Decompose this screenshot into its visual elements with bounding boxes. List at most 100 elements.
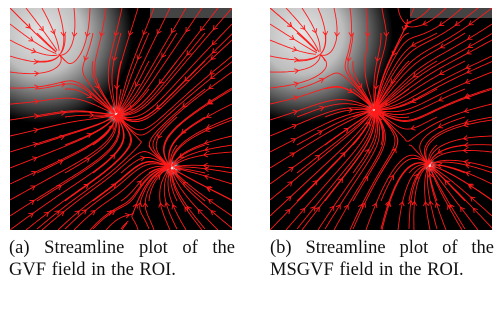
streamline	[296, 111, 375, 230]
streamline-arrow	[285, 208, 291, 215]
streamline	[131, 167, 170, 230]
streamline	[397, 164, 429, 230]
streamline-arrow	[286, 195, 292, 202]
streamline	[296, 72, 374, 109]
streamline	[94, 8, 115, 113]
streamline-arrow	[385, 200, 391, 207]
streamline-arrow	[410, 98, 417, 104]
streamline-arrow	[59, 134, 65, 141]
streamline-arrow	[363, 175, 369, 182]
streamline-arrow	[412, 72, 419, 78]
streamline	[430, 166, 492, 229]
streamline-arrow	[376, 116, 383, 122]
streamline-arrow	[467, 34, 473, 40]
streamline-arrow	[136, 201, 143, 208]
msgvf-streamline-plot	[270, 8, 492, 230]
streamline-arrow	[136, 180, 142, 186]
streamline	[169, 169, 178, 202]
streamline-arrow	[294, 68, 300, 74]
streamline	[270, 107, 373, 137]
streamline	[118, 8, 232, 116]
streamline-arrow	[464, 93, 470, 99]
streamline-arrow	[211, 39, 217, 46]
streamline	[169, 144, 178, 166]
streamline-arrow	[31, 156, 38, 162]
streamline	[117, 55, 232, 131]
streamline-arrow	[84, 157, 91, 163]
streamline	[116, 23, 232, 118]
streamline-arrow	[50, 29, 56, 35]
streamline	[111, 32, 122, 114]
streamline	[73, 165, 171, 230]
streamline-arrow	[161, 52, 167, 59]
streamline-arrow	[465, 63, 471, 70]
streamline	[172, 151, 232, 167]
streamline	[92, 116, 117, 146]
streamline-arrow	[317, 130, 323, 136]
streamline-arrow	[110, 210, 116, 216]
streamline-arrow	[289, 34, 295, 40]
streamline	[428, 144, 492, 165]
streamline-arrow	[33, 113, 40, 119]
streamline-arrow	[300, 24, 306, 31]
streamline	[374, 33, 492, 110]
streamline	[118, 8, 187, 114]
streamline	[364, 8, 375, 109]
streamline-arrow	[180, 128, 187, 134]
streamline	[297, 55, 319, 62]
streamline-arrow	[156, 28, 162, 35]
streamline	[170, 116, 232, 167]
streamline-arrow	[314, 154, 321, 160]
streamline-arrow	[462, 147, 468, 154]
streamline	[429, 167, 466, 230]
streamline-arrow	[210, 210, 216, 216]
streamline	[324, 110, 381, 230]
streamline	[117, 33, 232, 121]
streamline	[10, 97, 115, 115]
streamline-arrow	[460, 206, 466, 213]
streamline-arrow	[57, 159, 64, 165]
streamline-arrow	[121, 116, 127, 123]
streamlines	[10, 8, 232, 230]
streamline	[432, 166, 492, 217]
streamline	[36, 111, 114, 118]
streamline-arrow	[86, 132, 93, 138]
streamline-arrow	[372, 202, 378, 208]
streamline	[10, 116, 117, 201]
streamline	[352, 88, 374, 110]
streamline-arrow	[360, 202, 366, 208]
streamline-arrow	[83, 55, 89, 62]
streamline	[64, 114, 114, 118]
streamline	[172, 169, 232, 217]
streamline-arrow	[293, 56, 300, 63]
streamline	[10, 114, 117, 185]
streamline	[116, 88, 122, 113]
streamline	[139, 167, 171, 230]
streamline	[352, 111, 375, 146]
streamline-arrow	[178, 152, 185, 159]
streamline-arrow	[89, 112, 95, 118]
streamline-arrow	[203, 174, 210, 180]
streamline	[36, 32, 57, 52]
streamline-arrow	[464, 78, 471, 84]
streamline-arrow	[291, 123, 298, 130]
streamline	[375, 88, 466, 116]
streamline	[344, 8, 374, 109]
streamline-arrow	[293, 95, 299, 101]
streamline	[171, 169, 219, 230]
streamline-arrow	[199, 25, 206, 32]
streamline	[270, 111, 374, 217]
streamline-arrow	[422, 20, 428, 26]
streamline	[41, 151, 172, 230]
streamline-arrow	[465, 94, 471, 100]
streamline-arrow	[71, 32, 78, 38]
streamline-arrow	[314, 206, 320, 213]
streamline-arrow	[348, 107, 354, 114]
streamline-arrow	[158, 78, 165, 85]
streamline	[64, 114, 132, 202]
streamline	[117, 8, 171, 113]
streamline-arrow	[212, 24, 218, 31]
streamline	[375, 23, 492, 110]
streamline	[376, 55, 492, 111]
streamline	[117, 61, 232, 136]
